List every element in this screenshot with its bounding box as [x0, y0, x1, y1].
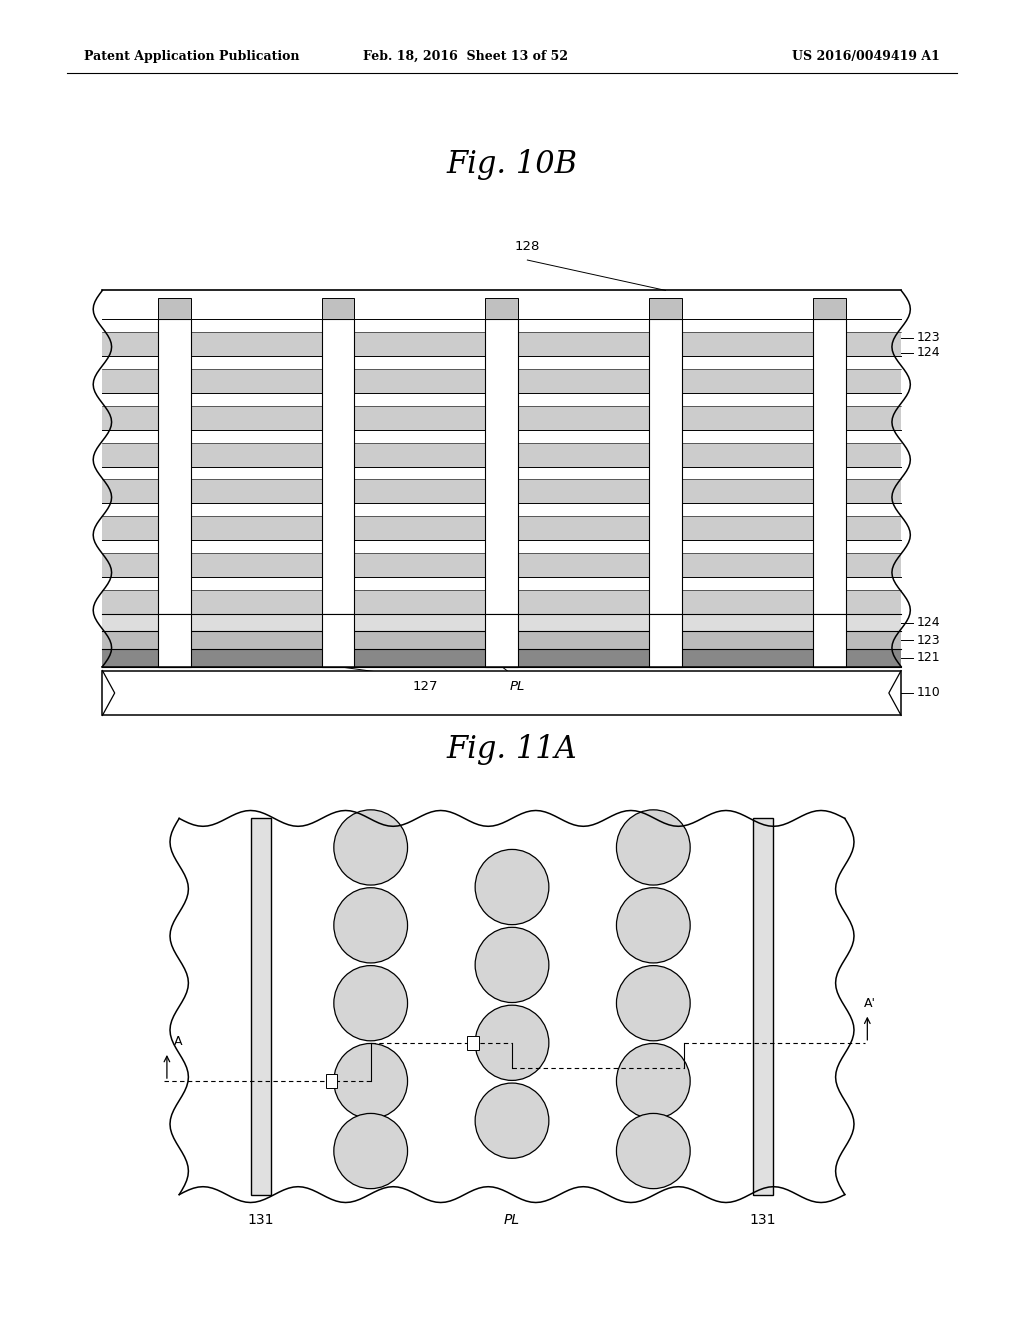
Ellipse shape — [334, 1114, 408, 1188]
Bar — [158, 319, 190, 614]
Text: 123: 123 — [916, 634, 940, 647]
Bar — [102, 671, 901, 715]
Bar — [813, 614, 846, 667]
Bar — [322, 319, 354, 614]
Bar — [485, 614, 518, 667]
Bar — [102, 430, 901, 442]
Ellipse shape — [475, 850, 549, 924]
Text: 121: 121 — [916, 651, 940, 664]
Text: A': A' — [864, 997, 877, 1010]
Bar — [251, 818, 271, 1195]
Bar — [102, 649, 901, 667]
Bar — [102, 370, 901, 393]
Text: 131: 131 — [248, 1213, 274, 1228]
Text: Fig. 10B: Fig. 10B — [446, 149, 578, 181]
Text: US 2016/0049419 A1: US 2016/0049419 A1 — [793, 50, 940, 63]
Bar — [102, 590, 901, 614]
Bar — [485, 297, 518, 319]
Bar — [649, 614, 682, 667]
Ellipse shape — [334, 1043, 408, 1119]
Bar — [326, 1074, 338, 1088]
Text: 128: 128 — [515, 240, 540, 253]
Ellipse shape — [334, 887, 408, 964]
Text: Patent Application Publication: Patent Application Publication — [84, 50, 299, 63]
Text: 124: 124 — [916, 616, 940, 630]
Bar — [102, 479, 901, 503]
Bar — [102, 442, 901, 466]
Text: Fig. 11A: Fig. 11A — [446, 734, 578, 766]
Ellipse shape — [616, 809, 690, 884]
Ellipse shape — [475, 1006, 549, 1080]
Text: 124: 124 — [916, 346, 940, 359]
Text: PL: PL — [509, 680, 525, 693]
Bar — [753, 818, 773, 1195]
Bar — [102, 503, 901, 516]
Text: 127: 127 — [413, 680, 437, 693]
Ellipse shape — [616, 1043, 690, 1119]
Bar — [102, 553, 901, 577]
Text: Feb. 18, 2016  Sheet 13 of 52: Feb. 18, 2016 Sheet 13 of 52 — [364, 50, 568, 63]
Bar — [102, 614, 901, 631]
Bar — [102, 467, 901, 479]
Text: 110: 110 — [916, 686, 940, 700]
Ellipse shape — [616, 1114, 690, 1188]
Bar — [102, 333, 901, 356]
Ellipse shape — [616, 887, 690, 964]
Bar — [102, 290, 901, 319]
Bar — [485, 319, 518, 614]
Ellipse shape — [616, 966, 690, 1040]
Bar — [322, 614, 354, 667]
Bar — [102, 577, 901, 590]
Bar — [179, 818, 845, 1195]
Ellipse shape — [334, 809, 408, 884]
Bar — [102, 319, 901, 333]
Text: 131: 131 — [750, 1213, 776, 1228]
Bar — [467, 1035, 479, 1051]
Bar — [102, 407, 901, 430]
Bar — [322, 297, 354, 319]
Bar — [649, 319, 682, 614]
Bar — [102, 516, 901, 540]
Bar — [102, 356, 901, 370]
Bar — [649, 297, 682, 319]
Ellipse shape — [475, 1082, 549, 1159]
Ellipse shape — [334, 966, 408, 1040]
Text: 123: 123 — [916, 331, 940, 345]
Bar — [158, 614, 190, 667]
Text: PL: PL — [504, 1213, 520, 1228]
Bar — [813, 319, 846, 614]
Bar — [102, 540, 901, 553]
Ellipse shape — [475, 927, 549, 1003]
Bar — [158, 297, 190, 319]
Bar — [102, 631, 901, 649]
Bar — [813, 297, 846, 319]
Text: A: A — [174, 1035, 182, 1048]
Bar — [102, 393, 901, 407]
